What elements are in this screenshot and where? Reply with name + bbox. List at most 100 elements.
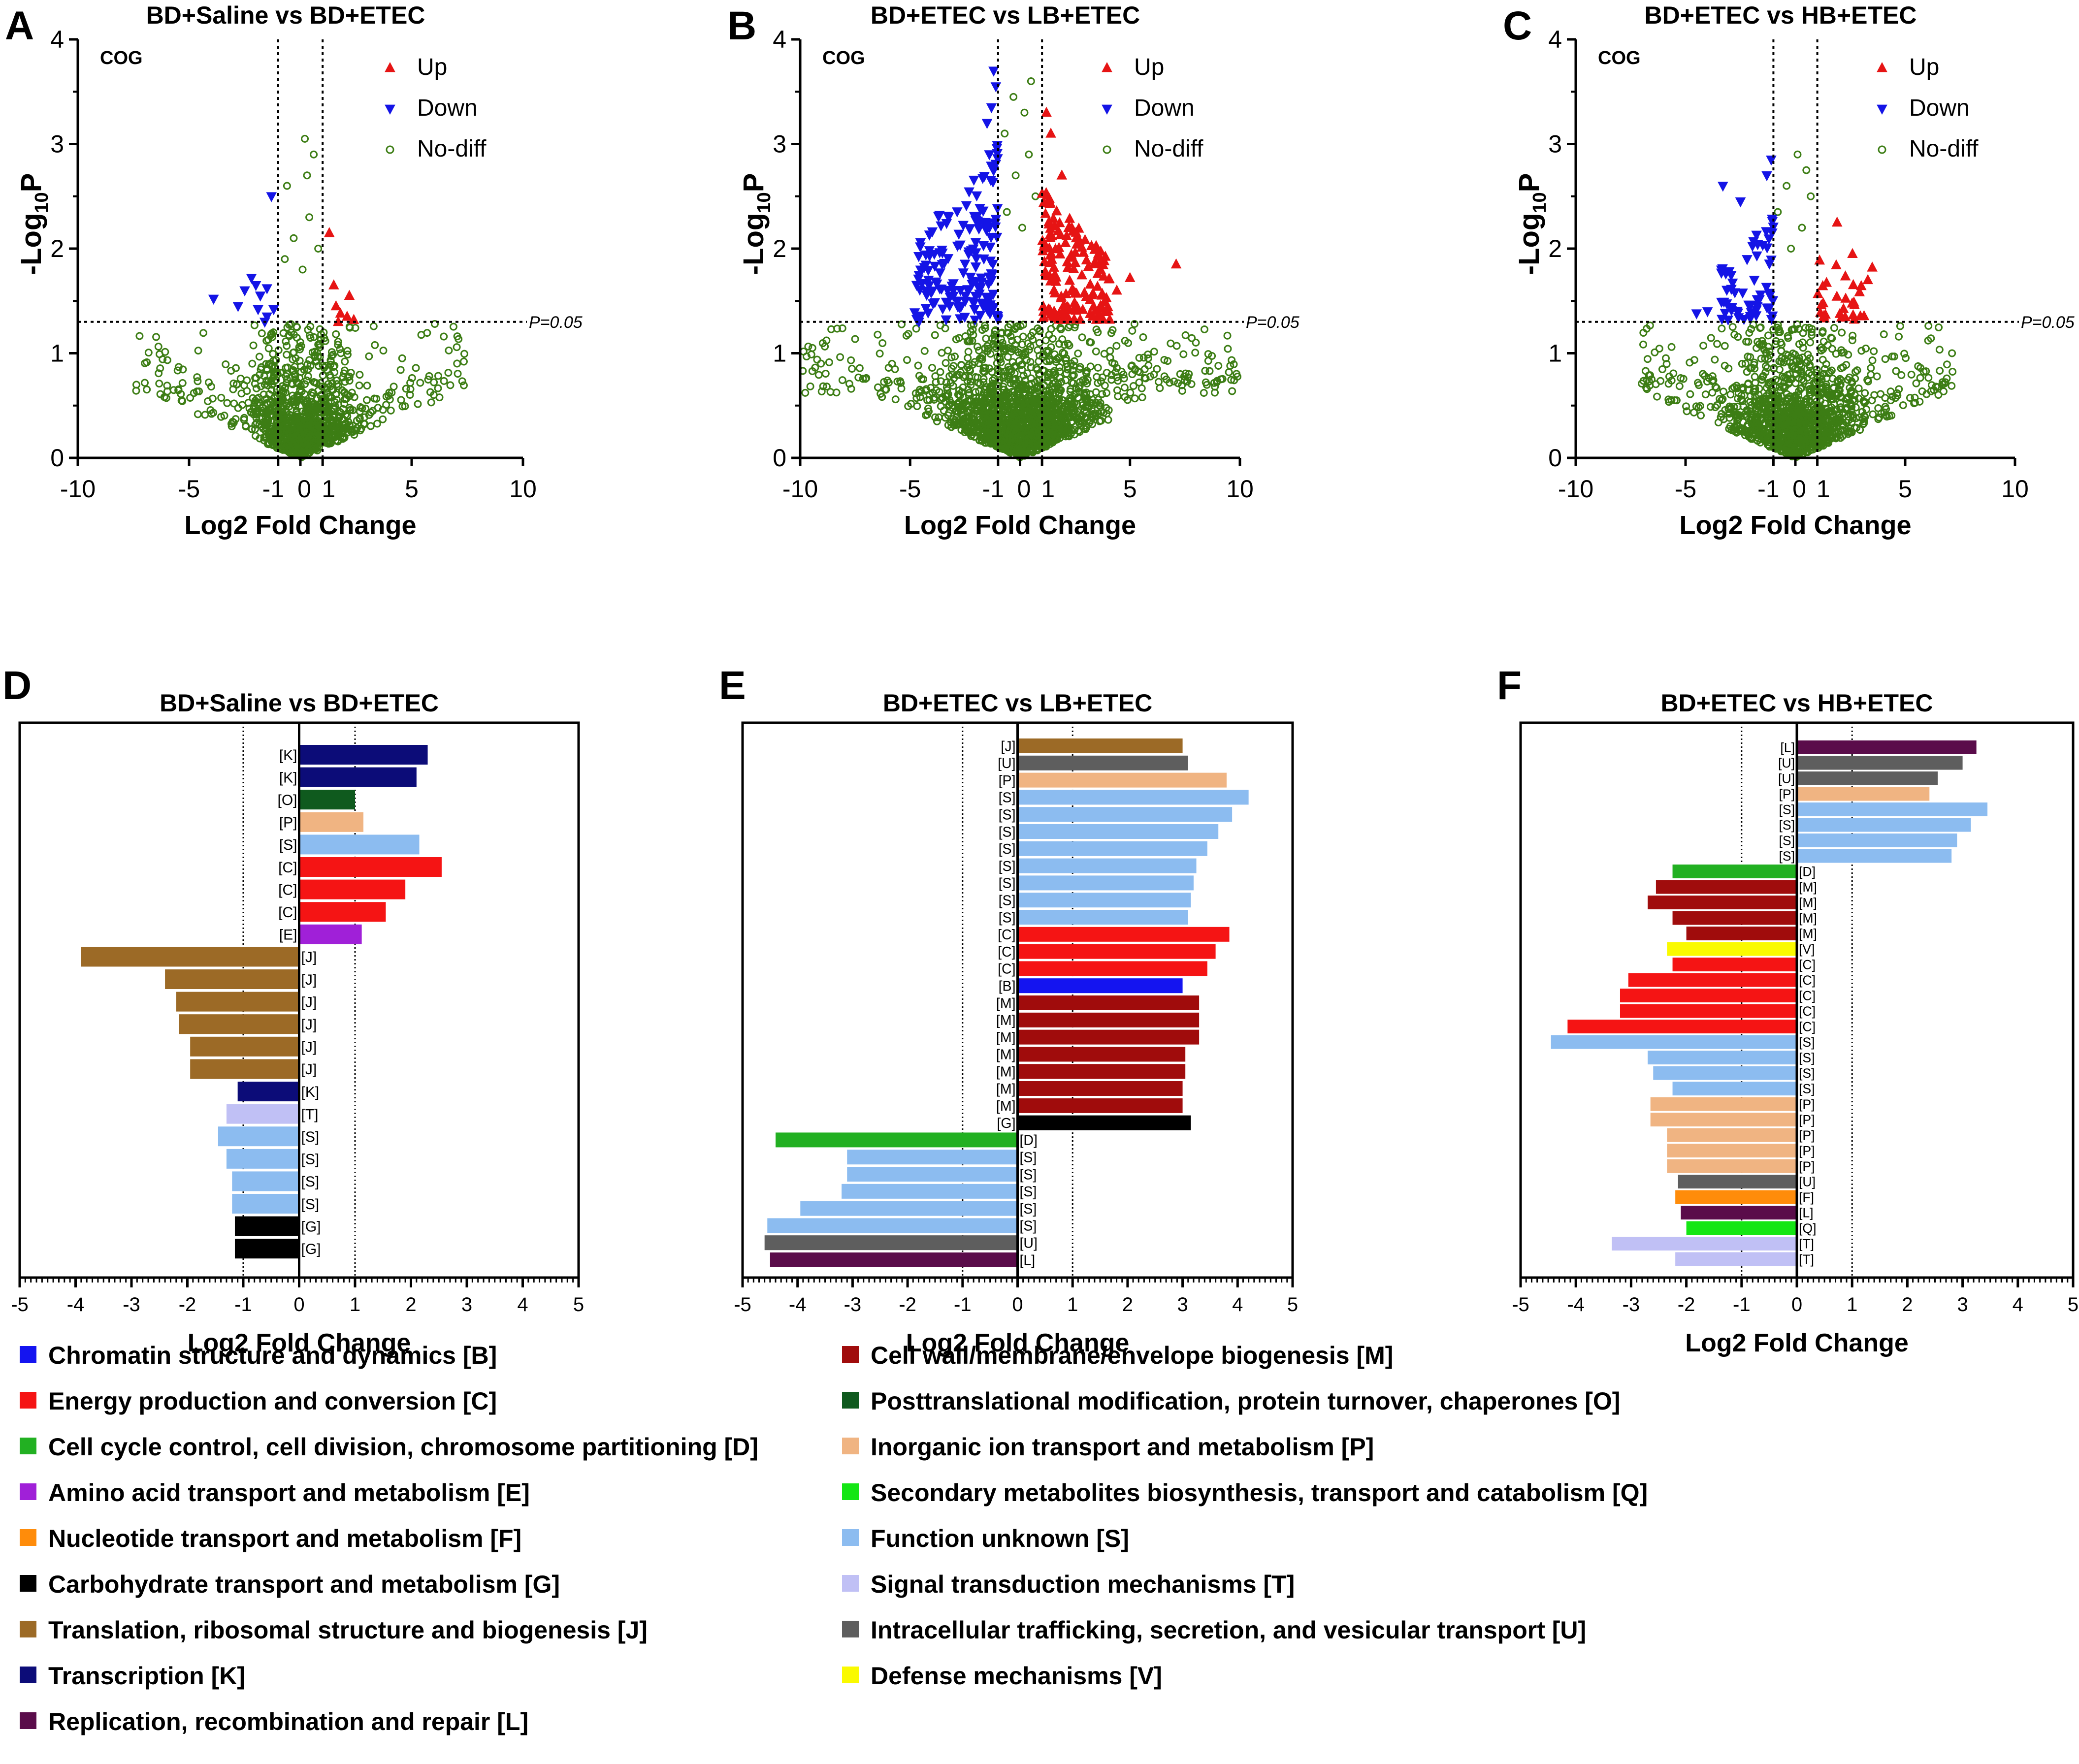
nodiff-point [283, 182, 291, 190]
bar-c [1017, 944, 1216, 959]
nodiff-point [1083, 379, 1091, 387]
nodiff-point [337, 349, 345, 357]
nodiff-point [975, 346, 983, 354]
bar-label: [L] [1020, 1252, 1036, 1268]
nodiff-point [903, 356, 911, 364]
nodiff-point [357, 403, 365, 412]
nodiff-point [1179, 350, 1188, 358]
x-tick-label: 3 [461, 1294, 472, 1315]
nodiff-point [1097, 417, 1105, 425]
nodiff-point [343, 351, 352, 359]
down-points [909, 66, 1004, 328]
panel-letter: C [1503, 3, 1532, 48]
bar-s [299, 834, 420, 855]
nodiff-point [193, 373, 201, 382]
bar-label: [C] [998, 944, 1015, 960]
bar-j [179, 1014, 299, 1034]
nodiff-point [825, 358, 833, 366]
down-point [239, 286, 250, 296]
nodiff-point [425, 372, 433, 380]
bar-label: [E] [279, 927, 297, 943]
x-tick-label: 0 [293, 1294, 304, 1315]
nodiff-point [1802, 166, 1811, 174]
nodiff-point [277, 422, 286, 431]
nodiff-points [1638, 150, 1957, 461]
nodiff-point [336, 345, 344, 353]
nodiff-point [874, 383, 882, 391]
nodiff-point [1948, 382, 1956, 390]
legend-marker-nodiff [386, 145, 394, 154]
nodiff-point [878, 339, 887, 347]
nodiff-point [194, 347, 202, 355]
bar-label: [M] [996, 1013, 1016, 1028]
panel-letter: D [2, 663, 32, 708]
y-tick-label: 0 [773, 444, 786, 472]
nodiff-point [1868, 356, 1877, 365]
nodiff-point [1029, 336, 1037, 344]
bar-s [1017, 910, 1188, 925]
up-point [1085, 278, 1096, 289]
nodiff-point [264, 344, 273, 353]
bar-c [299, 857, 442, 877]
nodiff-point [1701, 390, 1710, 399]
nodiff-point [430, 320, 439, 328]
nodiff-point [855, 364, 864, 372]
bar-label: [G] [301, 1241, 321, 1257]
down-point [255, 291, 266, 302]
nodiff-point [253, 407, 261, 416]
nodiff-point [1895, 332, 1903, 341]
nodiff-point [1667, 343, 1676, 351]
nodiff-point [163, 382, 171, 390]
nodiff-point [401, 402, 409, 411]
nodiff-point [398, 354, 406, 362]
down-point [952, 207, 963, 218]
nodiff-point [1094, 395, 1103, 404]
nodiff-point [423, 329, 431, 337]
nodiff-point [920, 347, 929, 355]
bar-label: [C] [278, 882, 297, 898]
nodiff-point [891, 395, 900, 404]
p-threshold-label: P=0.05 [1246, 313, 1299, 332]
nodiff-point [434, 384, 442, 392]
up-point [324, 227, 335, 237]
bar-j [176, 992, 299, 1012]
nodiff-point [305, 449, 314, 457]
down-point [1702, 307, 1713, 318]
down-point [1761, 171, 1772, 182]
bar-panel-e: E BD+ETEC vs LB+ETEC[J][U][P][S][S][S][S]… [719, 663, 1298, 1357]
x-tick-label: -3 [123, 1294, 140, 1315]
down-point [985, 243, 996, 253]
nodiff-point [1916, 374, 1924, 382]
nodiff-point [1707, 334, 1715, 342]
nodiff-point [268, 431, 276, 440]
bar-label: [K] [279, 770, 297, 786]
down-point [261, 312, 272, 323]
nodiff-point [1651, 348, 1659, 356]
bar-label: [C] [998, 962, 1015, 977]
bar-label: [K] [301, 1084, 320, 1100]
bar-label: [M] [996, 995, 1016, 1011]
y-tick-label: 4 [773, 26, 786, 53]
nodiff-point [1021, 351, 1030, 359]
bar-label: [C] [278, 860, 297, 876]
up-point [1064, 213, 1075, 223]
nodiff-point [445, 346, 453, 354]
nodiff-point [454, 370, 462, 378]
nodiff-point [440, 332, 448, 341]
nodiff-point [1166, 379, 1174, 387]
nodiff-point [1004, 353, 1012, 361]
nodiff-point [1643, 355, 1652, 363]
bar-g [1017, 1115, 1191, 1130]
nodiff-point [288, 427, 296, 436]
nodiff-point [1019, 332, 1027, 341]
nodiff-point [186, 393, 195, 402]
nodiff-point [323, 366, 331, 374]
nodiff-point [342, 394, 351, 403]
nodiff-point [1653, 392, 1661, 401]
nodiff-point [1069, 366, 1077, 375]
nodiff-point [891, 365, 899, 373]
nodiff-point [924, 407, 933, 416]
nodiff-point [1675, 382, 1684, 390]
bar-label: [J] [301, 1061, 317, 1078]
nodiff-point [305, 430, 313, 439]
